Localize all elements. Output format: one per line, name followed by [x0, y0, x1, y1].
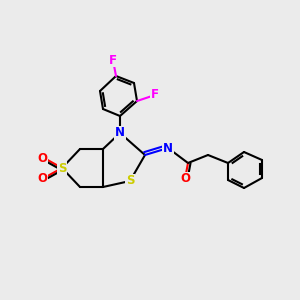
Text: F: F: [151, 88, 159, 101]
Text: O: O: [37, 172, 47, 184]
Text: S: S: [58, 161, 66, 175]
Text: O: O: [37, 152, 47, 164]
Text: S: S: [126, 175, 134, 188]
Text: N: N: [163, 142, 173, 154]
Text: O: O: [180, 172, 190, 185]
Text: N: N: [115, 127, 125, 140]
Text: F: F: [109, 53, 117, 67]
